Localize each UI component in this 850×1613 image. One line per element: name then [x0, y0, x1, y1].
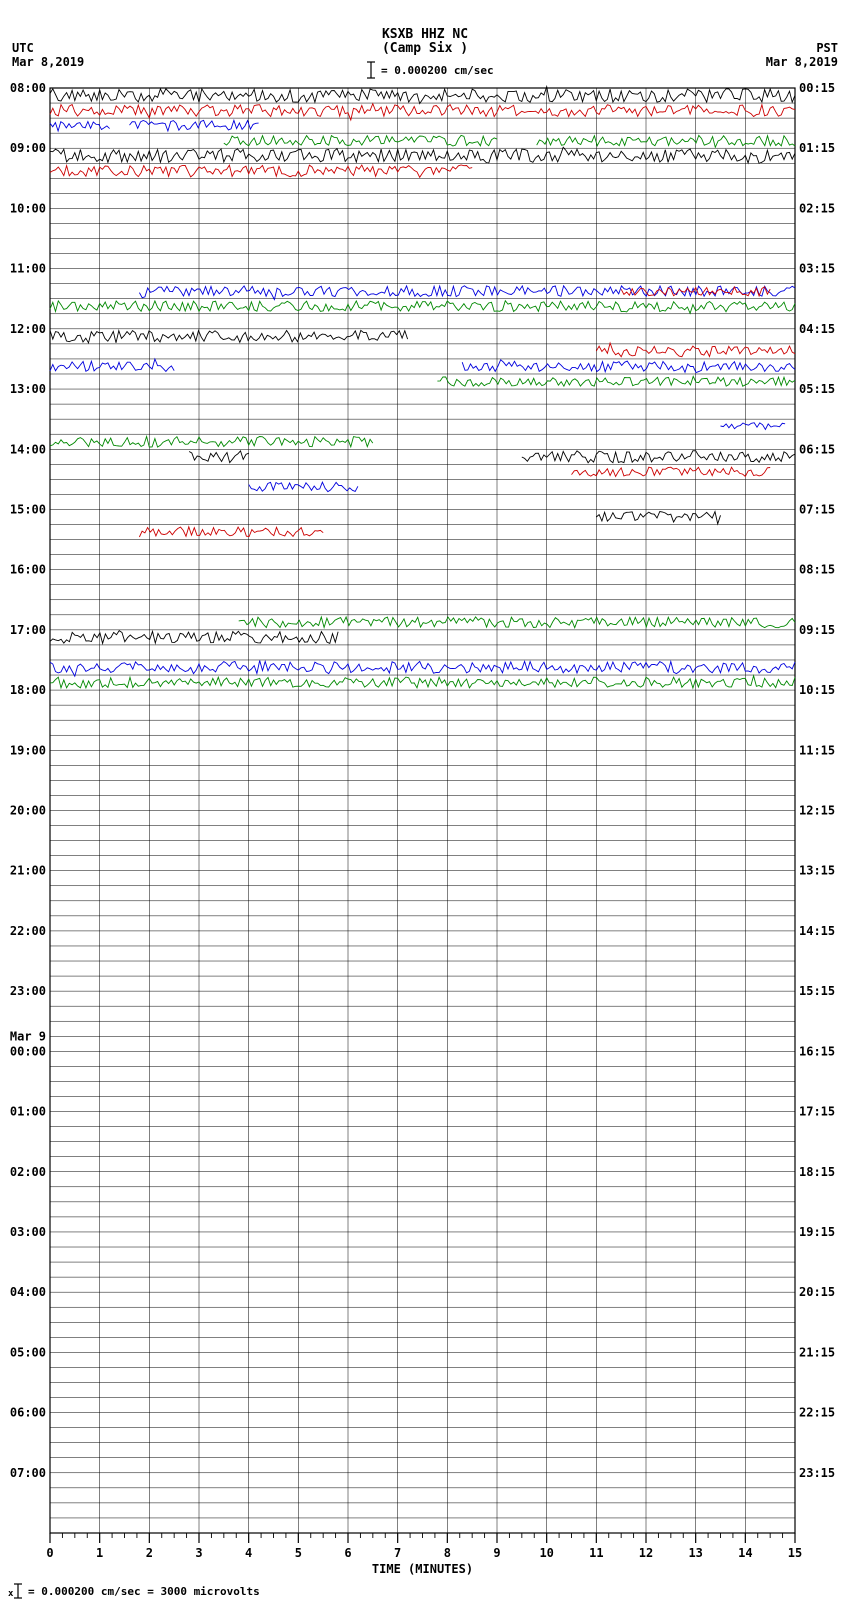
pst-time-label: 23:15 [799, 1466, 835, 1480]
utc-time-label: 08:00 [10, 81, 46, 95]
pst-time-label: 17:15 [799, 1105, 835, 1119]
utc-time-label: 10:00 [10, 201, 46, 215]
pst-time-label: 15:15 [799, 984, 835, 998]
x-tick-label: 13 [688, 1546, 702, 1560]
utc-time-label: 09:00 [10, 141, 46, 155]
utc-time-label: 06:00 [10, 1406, 46, 1420]
utc-time-label: 05:00 [10, 1345, 46, 1359]
x-axis-label: TIME (MINUTES) [372, 1562, 473, 1576]
pst-time-label: 07:15 [799, 502, 835, 516]
pst-time-label: 22:15 [799, 1406, 835, 1420]
utc-time-label: 16:00 [10, 563, 46, 577]
x-tick-label: 2 [146, 1546, 153, 1560]
svg-text:x: x [8, 1589, 14, 1599]
pst-time-label: 00:15 [799, 81, 835, 95]
location-label: (Camp Six ) [382, 41, 468, 56]
pst-time-label: 19:15 [799, 1225, 835, 1239]
pst-time-label: 11:15 [799, 743, 835, 757]
x-tick-label: 5 [295, 1546, 302, 1560]
right-tz: PST [816, 41, 838, 55]
x-tick-label: 9 [493, 1546, 500, 1560]
seismogram-chart: KSXB HHZ NC(Camp Six ) = 0.000200 cm/sec U… [0, 0, 850, 1613]
utc-time-label: 02:00 [10, 1165, 46, 1179]
scale-label: = 0.000200 cm/sec [381, 64, 494, 77]
left-date: Mar 8,2019 [12, 55, 84, 69]
x-tick-label: 14 [738, 1546, 752, 1560]
utc-time-label: 21:00 [10, 864, 46, 878]
x-tick-label: 11 [589, 1546, 603, 1560]
pst-time-label: 02:15 [799, 201, 835, 215]
x-tick-label: 1 [96, 1546, 103, 1560]
x-tick-label: 10 [539, 1546, 553, 1560]
utc-time-label: 23:00 [10, 984, 46, 998]
pst-time-label: 18:15 [799, 1165, 835, 1179]
x-tick-label: 3 [195, 1546, 202, 1560]
utc-time-label: 12:00 [10, 322, 46, 336]
pst-time-label: 05:15 [799, 382, 835, 396]
utc-time-label: 11:00 [10, 262, 46, 276]
utc-time-label: 14:00 [10, 442, 46, 456]
station-label: KSXB HHZ NC [382, 27, 468, 42]
utc-time-label: 07:00 [10, 1466, 46, 1480]
pst-time-label: 20:15 [799, 1285, 835, 1299]
utc-time-label: 01:00 [10, 1105, 46, 1119]
x-tick-label: 7 [394, 1546, 401, 1560]
utc-time-label: 19:00 [10, 743, 46, 757]
x-tick-label: 0 [46, 1546, 53, 1560]
pst-time-label: 09:15 [799, 623, 835, 637]
pst-time-label: 01:15 [799, 141, 835, 155]
utc-time-label: 22:00 [10, 924, 46, 938]
pst-time-label: 21:15 [799, 1345, 835, 1359]
right-date: Mar 8,2019 [766, 55, 838, 69]
utc-time-label: 13:00 [10, 382, 46, 396]
pst-time-label: 06:15 [799, 442, 835, 456]
left-tz: UTC [12, 41, 34, 55]
pst-time-label: 12:15 [799, 804, 835, 818]
utc-time-label: Mar 9 [10, 1029, 46, 1043]
pst-time-label: 14:15 [799, 924, 835, 938]
x-tick-label: 15 [788, 1546, 802, 1560]
seismogram-svg: KSXB HHZ NC(Camp Six ) = 0.000200 cm/sec U… [0, 0, 850, 1613]
x-tick-label: 8 [444, 1546, 451, 1560]
pst-time-label: 16:15 [799, 1044, 835, 1058]
x-tick-label: 6 [344, 1546, 351, 1560]
pst-time-label: 04:15 [799, 322, 835, 336]
x-tick-label: 4 [245, 1546, 252, 1560]
pst-time-label: 03:15 [799, 262, 835, 276]
utc-time-label: 20:00 [10, 804, 46, 818]
utc-time-label: 04:00 [10, 1285, 46, 1299]
pst-time-label: 10:15 [799, 683, 835, 697]
utc-time-label: 17:00 [10, 623, 46, 637]
footer-scale-note: = 0.000200 cm/sec = 3000 microvolts [28, 1585, 260, 1598]
utc-time-label: 15:00 [10, 502, 46, 516]
utc-time-label: 18:00 [10, 683, 46, 697]
x-tick-label: 12 [639, 1546, 653, 1560]
utc-time-label: 00:00 [10, 1044, 46, 1058]
pst-time-label: 08:15 [799, 563, 835, 577]
pst-time-label: 13:15 [799, 864, 835, 878]
utc-time-label: 03:00 [10, 1225, 46, 1239]
